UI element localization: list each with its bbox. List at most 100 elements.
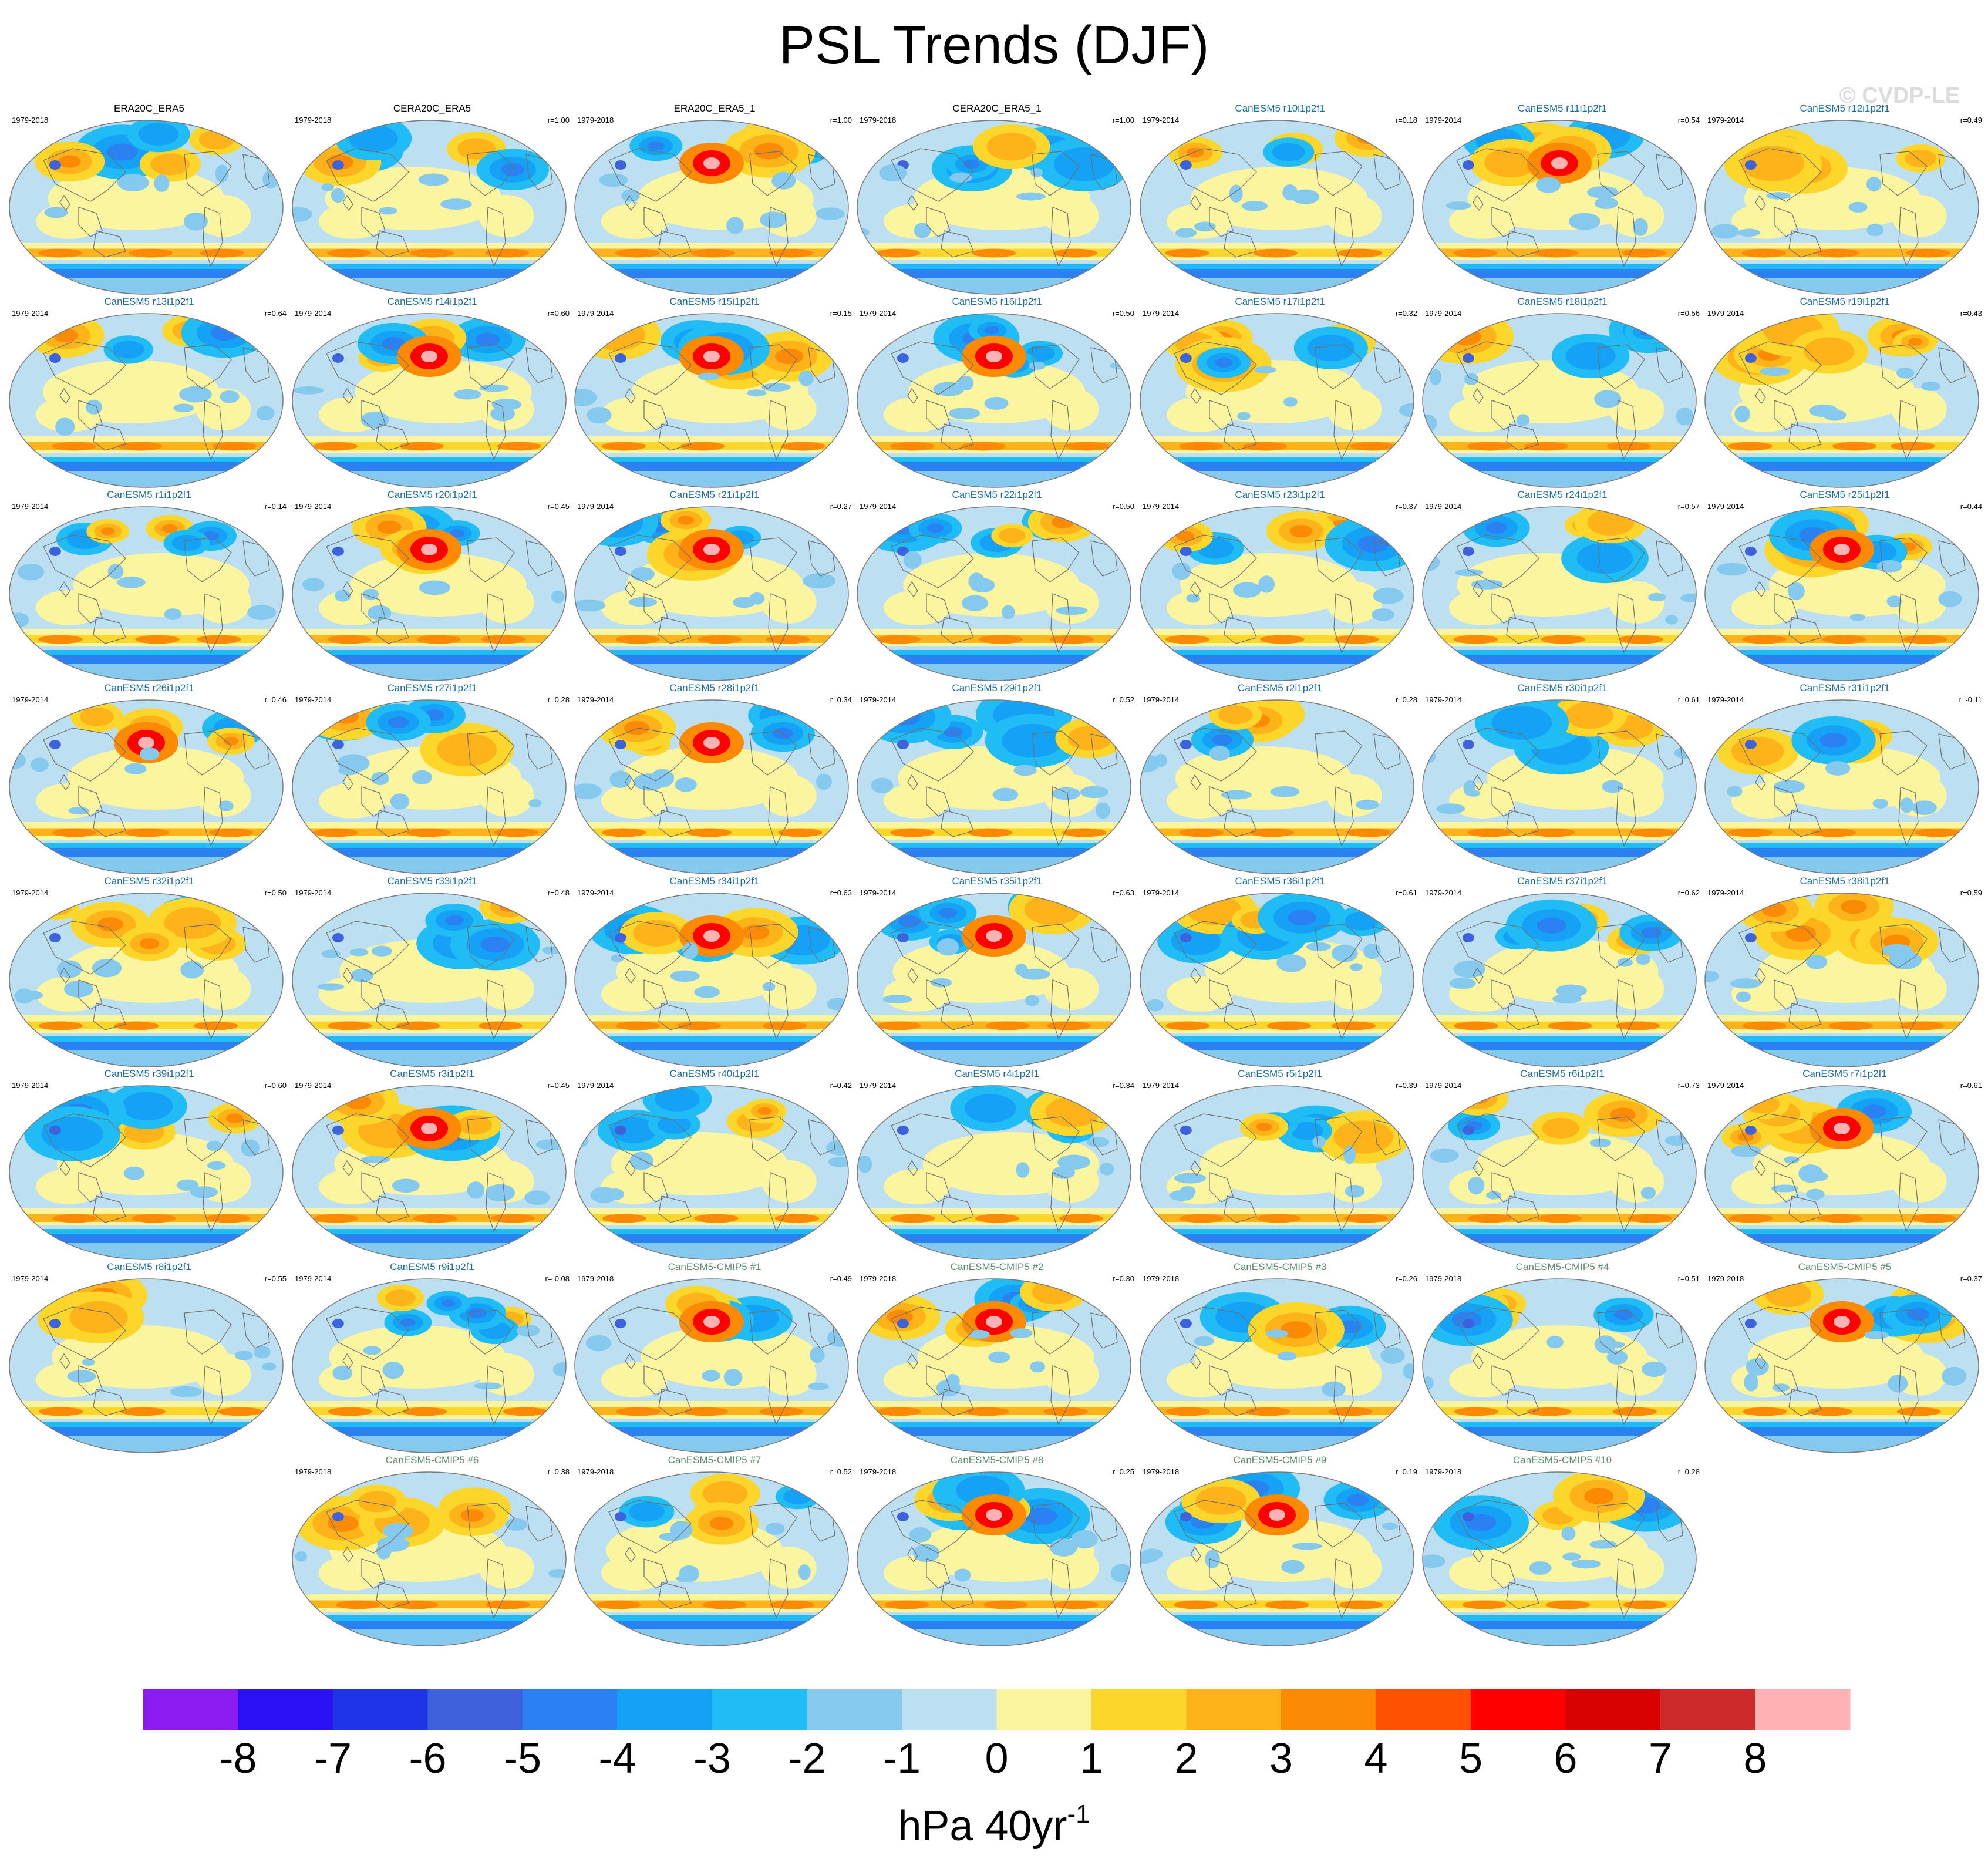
- colorbar-tick-label: 5: [1458, 1735, 1483, 1782]
- colorbar-segment: [1565, 1689, 1661, 1730]
- panel-period: 1979-2014: [1143, 695, 1180, 704]
- panel-period: 1979-2014: [860, 1081, 897, 1090]
- trend-field: [292, 314, 566, 487]
- panel-title: CanESM5 r17i1p2f1: [1235, 296, 1325, 307]
- panel-period: 1979-2018: [12, 116, 49, 124]
- map-panel: CanESM5 r29i1p2f1 1979-2014 r=0.52: [856, 682, 1138, 877]
- colorbar-segment: [617, 1689, 713, 1730]
- trend-field: [1140, 314, 1414, 487]
- map-field: [1422, 1278, 1697, 1453]
- panel-period: 1979-2014: [860, 888, 897, 897]
- coastlines: [1738, 728, 1966, 847]
- colorbar-segment: [1755, 1689, 1851, 1730]
- map-panel: CanESM5 r6i1p2f1 1979-2014 r=0.73: [1421, 1068, 1703, 1263]
- trend-field: [575, 1086, 848, 1259]
- map-field: [292, 1085, 567, 1260]
- panel-title: CanESM5 r15i1p2f1: [669, 296, 760, 307]
- map-field: [574, 1085, 849, 1260]
- watermark: © CVDP-LE: [1839, 83, 1960, 108]
- panel-title: CanESM5 r19i1p2f1: [1800, 296, 1890, 307]
- panel-period: 1979-2014: [1425, 116, 1462, 124]
- trend-field: [575, 700, 848, 874]
- coastlines: [891, 1306, 1118, 1426]
- coastlines: [608, 1113, 835, 1232]
- panel-correlation: r=0.51: [1677, 1274, 1700, 1283]
- map-field: [9, 1085, 284, 1260]
- panel-period: 1979-2018: [1143, 1467, 1180, 1476]
- panel-period: 1979-2014: [12, 309, 49, 318]
- map-field: [574, 699, 849, 874]
- panel-period: 1979-2014: [295, 888, 332, 897]
- panel-title: CanESM5 r20i1p2f1: [387, 489, 477, 500]
- coastlines: [326, 341, 553, 460]
- map-field: [292, 1471, 567, 1646]
- trend-field: [1140, 120, 1414, 294]
- map-panel: CanESM5 r2i1p2f1 1979-2014 r=0.28: [1139, 682, 1421, 877]
- coastlines: [326, 534, 553, 654]
- panel-correlation: r=0.50: [264, 888, 287, 897]
- map-panel: CanESM5 r28i1p2f1 1979-2014 r=0.34: [574, 682, 855, 877]
- map-field: [1140, 1278, 1414, 1453]
- panel-correlation: r=-0.08: [545, 1274, 570, 1283]
- panel-correlation: r=0.54: [1677, 116, 1700, 124]
- panel-correlation: r=0.56: [1677, 309, 1700, 318]
- trend-field: [575, 1472, 848, 1646]
- map-panel: CanESM5 r34i1p2f1 1979-2014 r=0.63: [574, 875, 855, 1070]
- panel-correlation: r=0.73: [1677, 1081, 1700, 1090]
- colorbar-tick-label: -5: [503, 1735, 542, 1782]
- panel-title: CanESM5 r10i1p2f1: [1235, 103, 1325, 114]
- panel-correlation: r=0.15: [830, 309, 852, 318]
- coastlines: [1738, 341, 1966, 460]
- panel-correlation: r=0.34: [830, 695, 852, 704]
- map-panel: CanESM5 r22i1p2f1 1979-2014 r=0.50: [856, 489, 1138, 684]
- map-panel: CanESM5 r15i1p2f1 1979-2014 r=0.15: [574, 296, 855, 491]
- panel-period: 1979-2014: [577, 888, 614, 897]
- map-field: [1140, 313, 1414, 488]
- panel-period: 1979-2014: [12, 695, 49, 704]
- colorbar-tick-label: 6: [1554, 1735, 1578, 1782]
- trend-field: [857, 700, 1131, 874]
- panel-correlation: r=1.00: [547, 116, 570, 124]
- panel-period: 1979-2018: [577, 1467, 614, 1476]
- panel-period: 1979-2018: [577, 116, 614, 124]
- coastlines: [43, 148, 270, 267]
- panel-correlation: r=0.60: [547, 309, 570, 318]
- panel-period: 1979-2014: [1425, 309, 1462, 318]
- panel-correlation: r=0.14: [264, 502, 287, 511]
- map-field: [1140, 506, 1414, 681]
- panel-title: CanESM5 r29i1p2f1: [952, 682, 1042, 693]
- map-panel: CanESM5 r5i1p2f1 1979-2014 r=0.39: [1139, 1068, 1421, 1263]
- panel-title: CanESM5 r5i1p2f1: [1238, 1068, 1322, 1079]
- panel-period: 1979-2014: [295, 309, 332, 318]
- map-field: [857, 893, 1131, 1067]
- panel-period: 1979-2014: [577, 695, 614, 704]
- panel-period: 1979-2014: [860, 695, 897, 704]
- map-field: [292, 893, 567, 1067]
- map-field: [574, 893, 849, 1067]
- panel-title: CanESM5 r34i1p2f1: [669, 875, 760, 887]
- map-panel: CanESM5 r33i1p2f1 1979-2014 r=0.48: [291, 875, 573, 1070]
- coastlines: [1456, 1113, 1683, 1232]
- trend-field: [575, 507, 848, 681]
- panel-period: 1979-2018: [860, 1274, 897, 1283]
- map-panel: CanESM5-CMIP5 #10 1979-2018 r=0.28: [1421, 1454, 1703, 1649]
- map-field: [857, 120, 1131, 295]
- panel-title: CanESM5 r9i1p2f1: [390, 1261, 474, 1272]
- panel-title: CanESM5 r38i1p2f1: [1800, 875, 1890, 887]
- map-panel: CanESM5 r18i1p2f1 1979-2014 r=0.56: [1421, 296, 1703, 491]
- colorbar-tick-label: -3: [693, 1735, 732, 1782]
- panel-correlation: r=0.30: [1112, 1274, 1134, 1283]
- map-field: [574, 1278, 849, 1453]
- panel-correlation: r=0.61: [1395, 888, 1417, 897]
- panel-period: 1979-2014: [1707, 502, 1744, 511]
- trend-field: [1705, 1279, 1979, 1453]
- map-field: [857, 1471, 1131, 1646]
- panel-period: 1979-2014: [1143, 309, 1180, 318]
- map-field: [1704, 1085, 1979, 1260]
- panel-period: 1979-2014: [1425, 1081, 1462, 1090]
- panel-title: CanESM5 r22i1p2f1: [952, 489, 1042, 500]
- coastlines: [1174, 1306, 1401, 1426]
- map-field: [1422, 1471, 1697, 1646]
- trend-field: [292, 1279, 566, 1453]
